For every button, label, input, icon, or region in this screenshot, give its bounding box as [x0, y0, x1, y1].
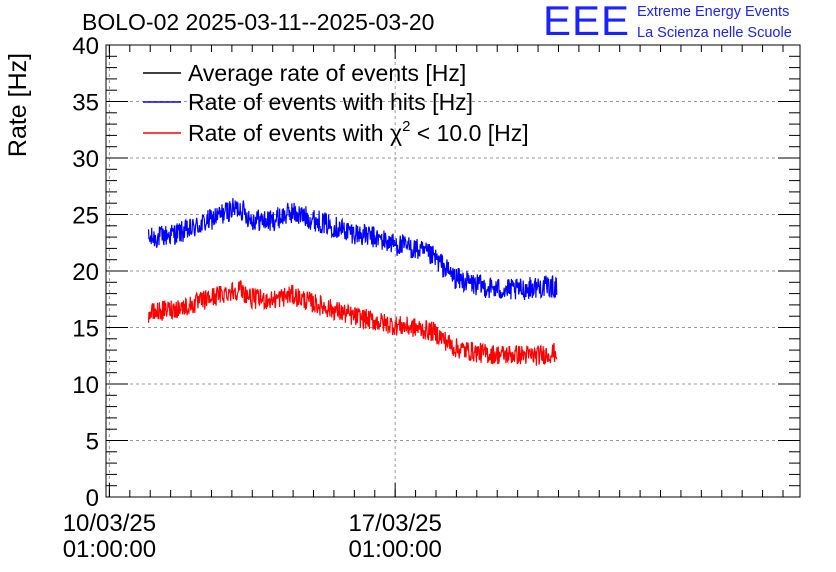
- x-tick-label-date: 17/03/25: [348, 510, 441, 537]
- eee-logo-line-2: La Scienza nelle Scuole: [637, 25, 792, 41]
- y-tick-label: 40: [72, 33, 99, 60]
- y-axis: 0 5 10 15 20 25 30 35 40: [72, 33, 800, 512]
- x-tick-label-date: 10/03/25: [63, 510, 156, 537]
- legend-label-2: Rate of events with χ2 < 10.0 [Hz]: [188, 118, 529, 146]
- y-tick-label: 25: [72, 203, 99, 230]
- y-axis-label: Rate [Hz]: [4, 53, 32, 157]
- eee-logo-mark: EEE: [543, 0, 631, 44]
- y-tick-label: 5: [86, 429, 99, 456]
- series-line-1: [147, 198, 558, 301]
- y-tick-label: 35: [72, 90, 99, 117]
- series-group: [147, 198, 558, 366]
- eee-logo-line-1: Extreme Energy Events: [637, 4, 790, 20]
- chart-title: BOLO-02 2025-03-11--2025-03-20: [82, 9, 435, 35]
- legend-label-0: Average rate of events [Hz]: [188, 60, 466, 86]
- x-tick-label-time: 01:00:00: [63, 536, 156, 563]
- x-tick-label-time: 01:00:00: [348, 536, 441, 563]
- series-line-2: [147, 280, 558, 366]
- y-tick-label: 15: [72, 316, 99, 343]
- y-tick-label: 0: [86, 485, 99, 512]
- y-tick-label: 10: [72, 372, 99, 399]
- y-tick-label: 30: [72, 146, 99, 173]
- eee-logo: EEE Extreme Energy Events La Scienza nel…: [543, 0, 833, 44]
- legend: Average rate of events [Hz] Rate of event…: [143, 60, 529, 146]
- grid-lines: [106, 45, 800, 497]
- legend-label-1: Rate of events with hits [Hz]: [188, 89, 473, 115]
- y-tick-label: 20: [72, 259, 99, 286]
